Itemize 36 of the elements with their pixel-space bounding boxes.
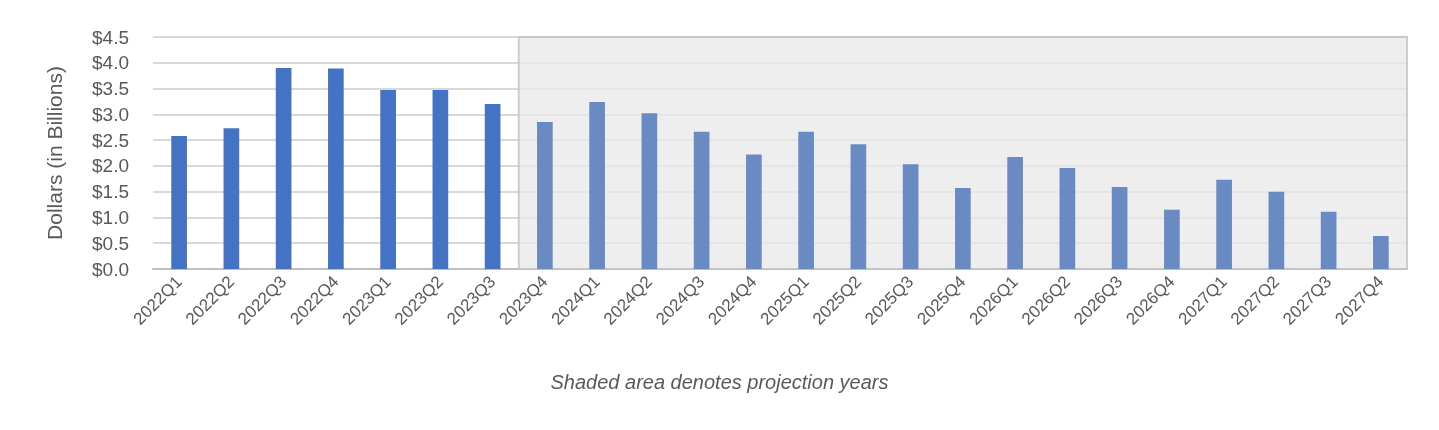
bar [484, 104, 501, 269]
bar [589, 101, 605, 269]
y-tick-label: $0.0 [92, 258, 129, 280]
y-tick-label: $3.0 [92, 103, 129, 125]
bar [850, 144, 867, 269]
y-tick-label: $0.5 [92, 232, 129, 254]
bar [328, 68, 344, 269]
bar [380, 90, 396, 269]
bar [798, 131, 814, 269]
bar [1216, 179, 1232, 269]
bar [693, 131, 710, 269]
text: Shaded area denotes projection years [550, 371, 889, 393]
bar [1059, 167, 1076, 269]
bar [1164, 209, 1180, 269]
bar [955, 188, 971, 269]
y-tick-label: $3.5 [92, 78, 129, 100]
bar [1007, 157, 1023, 269]
y-tick-label: $2.0 [92, 155, 129, 177]
bar [746, 154, 762, 269]
y-tick-label: $1.0 [92, 206, 129, 228]
bar [1320, 211, 1337, 269]
bar [275, 67, 292, 269]
bar [902, 164, 919, 269]
bar [1111, 187, 1128, 269]
y-tick-label: $4.5 [92, 26, 129, 48]
bar [1373, 236, 1389, 269]
y-tick-label: $2.5 [92, 129, 129, 151]
bar [432, 90, 449, 269]
y-axis-title: Dollars (in Billions) [43, 66, 66, 240]
y-tick-label: $4.0 [92, 52, 129, 74]
bar [223, 128, 240, 269]
bar [1268, 191, 1285, 269]
bar [641, 113, 658, 269]
bar [537, 122, 553, 269]
bar [171, 135, 187, 269]
y-tick-label: $1.5 [92, 181, 129, 203]
